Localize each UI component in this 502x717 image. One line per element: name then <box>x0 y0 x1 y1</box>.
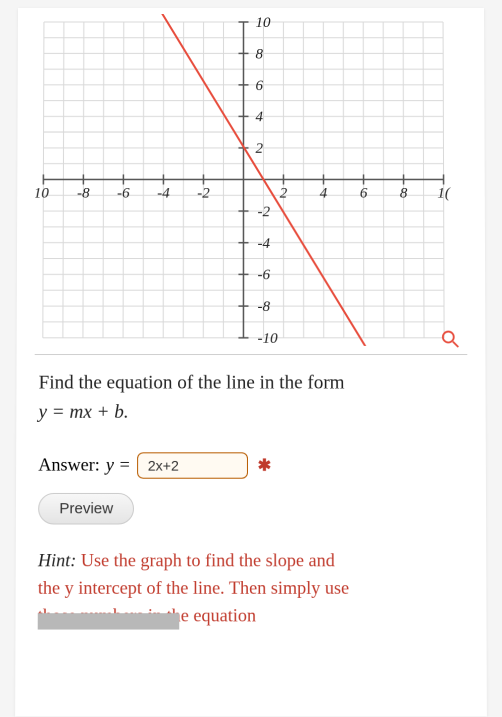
svg-text:10: 10 <box>35 186 50 202</box>
svg-text:-4: -4 <box>258 236 271 252</box>
svg-text:8: 8 <box>256 46 264 62</box>
magnify-icon[interactable] <box>441 330 459 348</box>
svg-text:-6: -6 <box>258 267 271 283</box>
selection-overlay <box>38 613 180 629</box>
hint-line2: the y intercept of the line. Then simply… <box>38 577 349 597</box>
hint-label: Hint: <box>38 549 76 569</box>
svg-text:10: 10 <box>256 15 272 31</box>
svg-text:-2: -2 <box>197 186 210 202</box>
hint-line3: those numbers in the equation <box>38 602 465 630</box>
svg-text:4: 4 <box>256 109 264 125</box>
svg-text:8: 8 <box>400 186 408 202</box>
graph-panel: 10 -8 -6 -4 -2 2 4 6 8 1( -10 -8 -6 -4 -2 2 4 6 8 10 <box>35 8 468 355</box>
svg-text:-10: -10 <box>258 331 279 346</box>
svg-text:2: 2 <box>280 186 288 202</box>
svg-text:4: 4 <box>320 186 328 202</box>
svg-text:1(: 1( <box>437 186 451 202</box>
answer-variable: y = <box>106 454 131 475</box>
answer-label: Answer: <box>38 454 100 475</box>
equation-form: y = mx + b. <box>38 401 463 423</box>
svg-text:-8: -8 <box>77 186 90 202</box>
hint-line1: Use the graph to find the slope and <box>81 549 335 569</box>
svg-text:-8: -8 <box>258 299 271 315</box>
svg-text:6: 6 <box>256 78 264 94</box>
svg-text:2: 2 <box>256 141 264 157</box>
svg-text:-4: -4 <box>157 186 170 202</box>
svg-text:6: 6 <box>360 186 368 202</box>
svg-text:-6: -6 <box>117 186 130 202</box>
wrong-mark-icon: ✱ <box>258 455 272 475</box>
question-prompt: Find the equation of the line in the for… <box>39 369 464 397</box>
svg-text:-2: -2 <box>258 204 271 220</box>
answer-row: Answer: y = ✱ <box>38 452 463 478</box>
hint-text: Hint: Use the graph to find the slope an… <box>38 546 464 601</box>
preview-button[interactable]: Preview <box>38 493 134 525</box>
answer-input[interactable] <box>137 452 248 478</box>
coordinate-graph: 10 -8 -6 -4 -2 2 4 6 8 1( -10 -8 -6 -4 -2 2 4 6 8 10 <box>35 14 452 346</box>
